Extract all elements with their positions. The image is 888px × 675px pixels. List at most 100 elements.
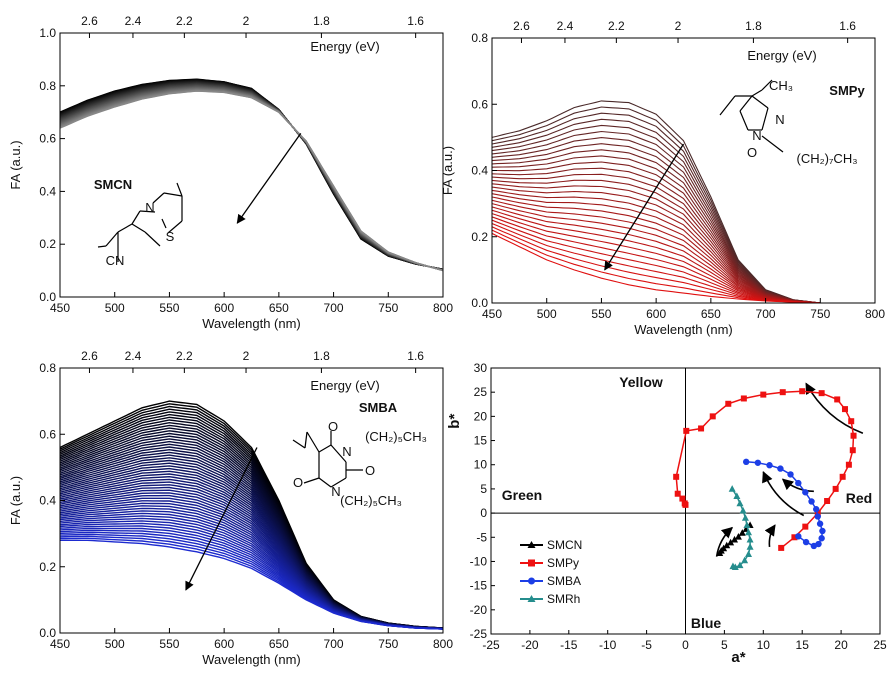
structure-atom-n: N bbox=[145, 200, 154, 215]
molecule-structure bbox=[719, 79, 784, 153]
y-tick-label: 25 bbox=[474, 385, 488, 399]
data-point bbox=[813, 506, 820, 513]
y-tick-label: -15 bbox=[470, 579, 488, 593]
x-tick-label: -10 bbox=[599, 638, 617, 652]
data-point bbox=[777, 465, 784, 472]
x-tick-label: 450 bbox=[482, 307, 502, 321]
x-tick-label: 500 bbox=[105, 637, 125, 651]
legend-label: SMPy bbox=[547, 556, 579, 570]
cielab-plot: -25 -20 -15 -10 -5 0 5 10 15 20 25 -25 -20 -15 -10 -5 0 5… bbox=[446, 361, 887, 666]
y-tick-label: 0.2 bbox=[39, 237, 56, 251]
x-tick-label: 5 bbox=[721, 638, 728, 652]
y-tick-label: 0.2 bbox=[39, 560, 56, 574]
y-axis-label: FA (a.u.) bbox=[440, 146, 455, 195]
data-point bbox=[742, 458, 750, 466]
top-axis-label: Energy (eV) bbox=[310, 39, 379, 54]
panel-cielab: Yellow Green Red Blue SMCN SMPy SMBA bbox=[502, 374, 872, 631]
y-tick-label: 0.8 bbox=[39, 361, 56, 375]
region-label-red: Red bbox=[846, 490, 872, 506]
data-point bbox=[698, 425, 705, 432]
series-smba bbox=[742, 458, 826, 550]
spectrum-curve bbox=[492, 206, 875, 303]
data-point bbox=[814, 513, 821, 520]
data-point bbox=[725, 400, 732, 407]
y-tick-label: -10 bbox=[470, 554, 488, 568]
data-point bbox=[746, 535, 754, 543]
data-point bbox=[791, 534, 798, 541]
series-smrh bbox=[728, 485, 754, 571]
region-label-green: Green bbox=[502, 487, 542, 503]
x-tick-label: 550 bbox=[159, 301, 179, 315]
trend-arrow bbox=[185, 447, 258, 591]
y-axis-label: b* bbox=[446, 414, 463, 429]
y-tick-label: 5 bbox=[480, 482, 487, 496]
energy-tick-label: 2.6 bbox=[81, 14, 98, 28]
x-tick-label: -20 bbox=[521, 638, 539, 652]
data-point bbox=[674, 490, 681, 497]
data-point bbox=[848, 418, 855, 425]
data-point bbox=[743, 521, 751, 528]
series-smpy bbox=[673, 388, 857, 551]
plot-frame bbox=[59, 32, 444, 298]
y-tick-label: 0.4 bbox=[471, 164, 488, 178]
data-point bbox=[799, 388, 806, 395]
x-axis-label: Wavelength (nm) bbox=[202, 652, 301, 667]
x-tick-label: 700 bbox=[756, 307, 776, 321]
panel-smpy: Energy (eV) SMPy CH₃ N N O (CH₂)₇CH₃ bbox=[719, 48, 865, 166]
series-line bbox=[675, 390, 855, 549]
x-tick-label: 500 bbox=[537, 307, 557, 321]
x-tick-label: 550 bbox=[159, 637, 179, 651]
top-axis-label: Energy (eV) bbox=[310, 378, 379, 393]
structure-atom-n2: N bbox=[752, 128, 761, 143]
panel-smba: Energy (eV) SMBA O N (CH₂)₅CH₃ O N O (CH… bbox=[292, 378, 427, 508]
x-tick-label: 15 bbox=[796, 638, 810, 652]
x-tick-label: 700 bbox=[324, 301, 344, 315]
data-point bbox=[729, 562, 737, 570]
energy-tick-label: 1.8 bbox=[745, 19, 762, 33]
trend-arrow bbox=[715, 526, 734, 557]
data-point bbox=[741, 514, 749, 521]
data-point bbox=[808, 498, 815, 505]
data-point bbox=[731, 535, 739, 543]
y-tick-label: 0.6 bbox=[39, 427, 56, 441]
x-tick-label: 800 bbox=[433, 301, 453, 315]
y-tick-label: 0.8 bbox=[39, 79, 56, 93]
y-tick-label: 0.4 bbox=[39, 494, 56, 508]
x-tick-label: -25 bbox=[482, 638, 500, 652]
structure-atom-n: N bbox=[775, 112, 784, 127]
x-axis-label: Wavelength (nm) bbox=[202, 316, 301, 331]
x-tick-label: 10 bbox=[757, 638, 771, 652]
x-tick-label: 20 bbox=[834, 638, 848, 652]
structure-atom-o-left: O bbox=[293, 475, 303, 490]
data-point bbox=[795, 479, 802, 487]
x-tick-label: 25 bbox=[873, 638, 887, 652]
structure-methyl: CH₃ bbox=[769, 78, 793, 93]
energy-tick-label: 2.2 bbox=[608, 19, 625, 33]
data-point bbox=[818, 390, 825, 397]
data-point bbox=[736, 561, 744, 569]
legend-label: SMBA bbox=[547, 574, 581, 588]
trend-arrow bbox=[781, 478, 814, 493]
data-point bbox=[754, 459, 762, 466]
molecule-label: SMPy bbox=[829, 83, 865, 98]
energy-tick-label: 2.2 bbox=[176, 349, 193, 363]
data-point bbox=[824, 498, 831, 504]
energy-tick-label: 2.2 bbox=[176, 14, 193, 28]
x-tick-label: 450 bbox=[50, 637, 70, 651]
legend: SMCN SMPy SMBA SMRh bbox=[520, 538, 582, 606]
data-point bbox=[778, 544, 785, 551]
legend-label: SMCN bbox=[547, 538, 582, 552]
structure-chain-top: (CH₂)₅CH₃ bbox=[365, 429, 427, 444]
data-point bbox=[802, 523, 809, 530]
legend-marker-triangle bbox=[527, 595, 536, 602]
spectrum-curve bbox=[60, 539, 443, 630]
structure-atom-o-top: O bbox=[328, 419, 338, 434]
trend-arrow bbox=[805, 382, 864, 435]
x-tick-label: 650 bbox=[701, 307, 721, 321]
structure-atom-n2: N bbox=[331, 484, 340, 499]
x-tick-label: 600 bbox=[214, 301, 234, 315]
x-tick-label: 750 bbox=[810, 307, 830, 321]
y-tick-label: 0.0 bbox=[39, 626, 56, 640]
trend-arrow bbox=[762, 470, 805, 517]
molecule-structure bbox=[97, 182, 183, 262]
